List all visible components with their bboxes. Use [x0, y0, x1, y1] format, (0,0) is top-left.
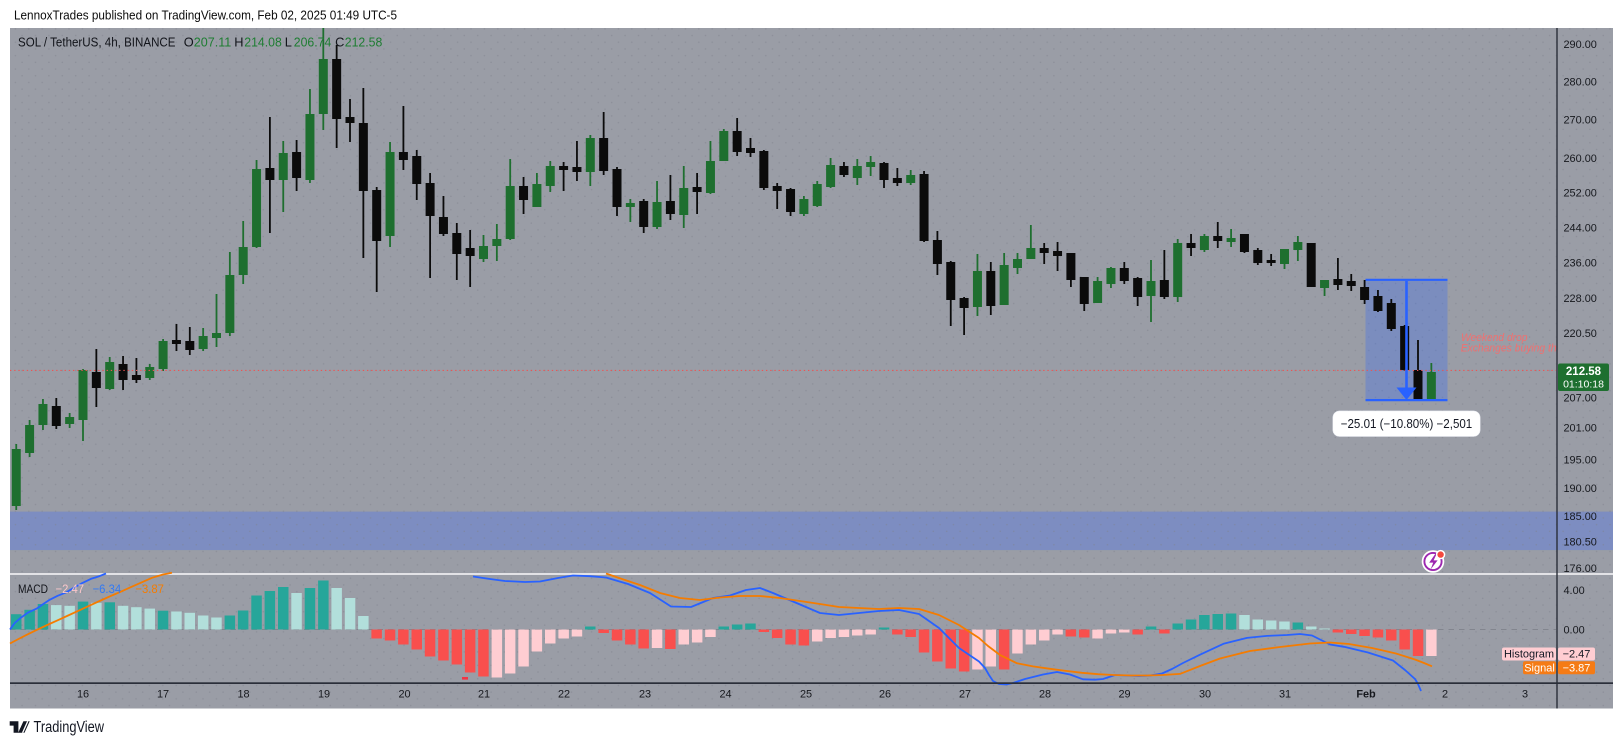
svg-text:212.58: 212.58: [345, 35, 383, 50]
svg-text:244.00: 244.00: [1564, 222, 1597, 234]
svg-text:Histogram: Histogram: [1504, 649, 1554, 661]
svg-text:25: 25: [800, 688, 812, 700]
svg-text:260.00: 260.00: [1564, 153, 1597, 165]
svg-text:L: L: [285, 35, 292, 50]
svg-text:16: 16: [77, 688, 89, 700]
svg-text:O: O: [184, 35, 194, 50]
svg-text:270.00: 270.00: [1564, 115, 1597, 127]
svg-text:−2.47: −2.47: [1563, 649, 1591, 661]
svg-text:23: 23: [639, 688, 651, 700]
svg-text:01:10:18: 01:10:18: [1563, 379, 1604, 391]
svg-text:31: 31: [1279, 688, 1291, 700]
svg-text:2: 2: [1442, 688, 1448, 700]
svg-text:22: 22: [558, 688, 570, 700]
svg-text:28: 28: [1039, 688, 1051, 700]
svg-text:4.00: 4.00: [1564, 585, 1585, 597]
svg-text:280.00: 280.00: [1564, 77, 1597, 89]
svg-text:SOL / TetherUS, 4h, BINANCE: SOL / TetherUS, 4h, BINANCE: [18, 35, 176, 50]
svg-text:206.74: 206.74: [294, 35, 332, 50]
svg-text:176.00: 176.00: [1564, 563, 1597, 575]
svg-text:−25.01 (−10.80%) −2,501: −25.01 (−10.80%) −2,501: [1341, 417, 1473, 431]
svg-text:27: 27: [959, 688, 971, 700]
svg-text:29: 29: [1118, 688, 1130, 700]
svg-text:Feb: Feb: [1356, 688, 1376, 700]
svg-text:Exchanges buying th: Exchanges buying th: [1461, 343, 1557, 355]
svg-text:−3.87: −3.87: [135, 582, 164, 596]
svg-text:26: 26: [879, 688, 891, 700]
svg-text:−3.87: −3.87: [1563, 663, 1591, 675]
svg-text:0.00: 0.00: [1564, 625, 1585, 637]
svg-text:30: 30: [1199, 688, 1211, 700]
svg-text:MACD: MACD: [18, 582, 48, 596]
svg-text:H: H: [234, 35, 243, 50]
svg-text:190.00: 190.00: [1564, 483, 1597, 495]
svg-text:252.00: 252.00: [1564, 188, 1597, 200]
svg-text:228.00: 228.00: [1564, 293, 1597, 305]
svg-text:195.00: 195.00: [1564, 455, 1597, 467]
svg-text:19: 19: [318, 688, 330, 700]
svg-text:LennoxTrades published on Trad: LennoxTrades published on TradingView.co…: [14, 8, 397, 23]
svg-text:236.00: 236.00: [1564, 258, 1597, 270]
svg-text:C: C: [335, 35, 344, 50]
svg-text:−2.47: −2.47: [56, 582, 85, 596]
svg-text:201.00: 201.00: [1564, 423, 1597, 435]
svg-text:214.08: 214.08: [244, 35, 281, 50]
svg-text:Signal: Signal: [1524, 663, 1555, 675]
svg-text:207.00: 207.00: [1564, 393, 1597, 405]
svg-text:21: 21: [478, 688, 490, 700]
svg-text:290.00: 290.00: [1564, 39, 1597, 51]
svg-text:−6.34: −6.34: [93, 582, 122, 596]
svg-text:220.50: 220.50: [1564, 328, 1597, 340]
svg-text:185.00: 185.00: [1564, 511, 1597, 523]
svg-text:24: 24: [719, 688, 731, 700]
svg-text:212.58: 212.58: [1566, 366, 1602, 378]
svg-text:18: 18: [237, 688, 249, 700]
svg-text:17: 17: [157, 688, 169, 700]
svg-text:TradingView: TradingView: [34, 719, 105, 736]
svg-text:207.11: 207.11: [194, 35, 232, 50]
svg-text:180.50: 180.50: [1564, 537, 1597, 549]
svg-text:20: 20: [398, 688, 410, 700]
svg-text:Weekend drop: Weekend drop: [1461, 332, 1528, 344]
svg-text:3: 3: [1522, 688, 1528, 700]
